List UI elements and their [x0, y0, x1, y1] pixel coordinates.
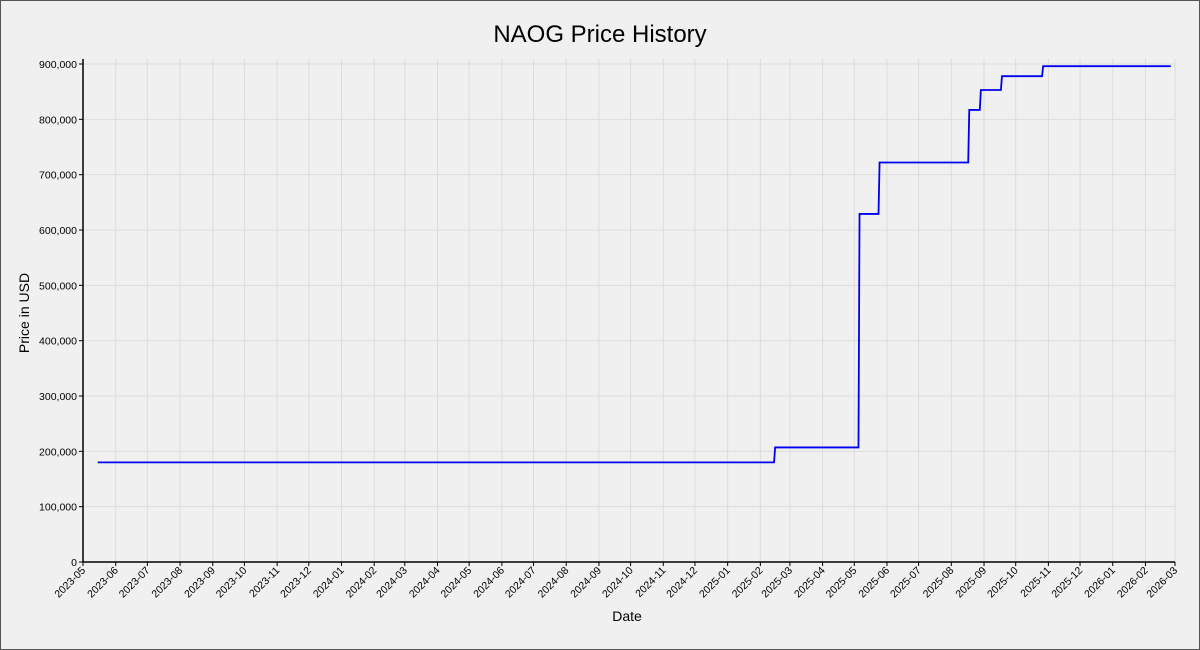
x-tick-label: 2023-07	[117, 565, 153, 601]
y-ticks: 0 100,000 200,000 300,000 400,000 500,000 600,…	[39, 59, 83, 569]
x-tick-label: 2023-10	[214, 565, 250, 601]
x-tick-label: 2024-10	[600, 565, 636, 601]
y-tick-label: 100,000	[39, 502, 77, 514]
y-tick-label: 400,000	[39, 336, 77, 348]
x-tick-label: 2025-12	[1049, 565, 1085, 601]
y-tick-label: 900,000	[39, 59, 77, 71]
x-ticks: 2023-052023-062023-072023-082023-092023-…	[52, 562, 1180, 600]
x-tick-label: 2025-06	[856, 565, 892, 601]
x-tick-label: 2023-08	[149, 565, 185, 601]
x-tick-label: 2025-03	[759, 565, 795, 601]
x-tick-label: 2024-12	[664, 565, 700, 601]
x-tick-label: 2023-12	[278, 565, 314, 601]
x-tick-label: 2024-03	[374, 565, 410, 601]
y-axis-label: Price in USD	[16, 273, 32, 353]
chart-title: NAOG Price History	[493, 21, 706, 48]
x-tick-label: 2025-04	[792, 565, 828, 601]
y-tick-label: 600,000	[39, 225, 77, 237]
x-tick-label: 2023-09	[182, 565, 218, 601]
y-tick-label: 300,000	[39, 391, 77, 403]
x-tick-label: 2025-07	[888, 565, 924, 601]
y-tick-label: 500,000	[39, 280, 77, 292]
x-tick-label: 2024-08	[536, 565, 572, 601]
x-tick-label: 2023-11	[247, 565, 282, 600]
x-tick-label: 2024-05	[439, 565, 475, 601]
x-tick-label: 2026-01	[1082, 565, 1118, 601]
x-tick-label: 2024-09	[568, 565, 604, 601]
x-tick-label: 2025-10	[985, 565, 1021, 601]
x-tick-label: 2025-05	[824, 565, 860, 601]
x-tick-label: 2024-01	[311, 565, 347, 601]
x-tick-label: 2023-05	[52, 565, 88, 601]
x-tick-label: 2026-02	[1115, 565, 1151, 601]
x-tick-label: 2025-09	[953, 565, 989, 601]
y-tick-label: 200,000	[39, 446, 77, 458]
x-tick-label: 2025-02	[730, 565, 766, 601]
axes	[82, 59, 1175, 563]
x-tick-label: 2023-06	[85, 565, 121, 601]
x-tick-label: 2025-01	[697, 565, 733, 601]
x-tick-label: 2024-07	[503, 565, 539, 601]
x-axis-label: Date	[612, 608, 642, 624]
series-line	[97, 65, 1171, 464]
x-tick-label: 2025-11	[1018, 565, 1053, 600]
x-tick-label: 2024-06	[471, 565, 507, 601]
x-tick-label: 2024-02	[344, 565, 380, 601]
x-tick-label: 2024-11	[633, 565, 668, 600]
y-tick-label: 800,000	[39, 114, 77, 126]
series-layer	[97, 65, 1171, 464]
y-tick-label: 0	[71, 557, 77, 569]
x-tick-label: 2026-03	[1144, 565, 1180, 601]
x-tick-label: 2024-04	[407, 565, 443, 601]
y-tick-label: 700,000	[39, 170, 77, 182]
grid	[82, 59, 1176, 562]
x-tick-label: 2025-08	[921, 565, 957, 601]
